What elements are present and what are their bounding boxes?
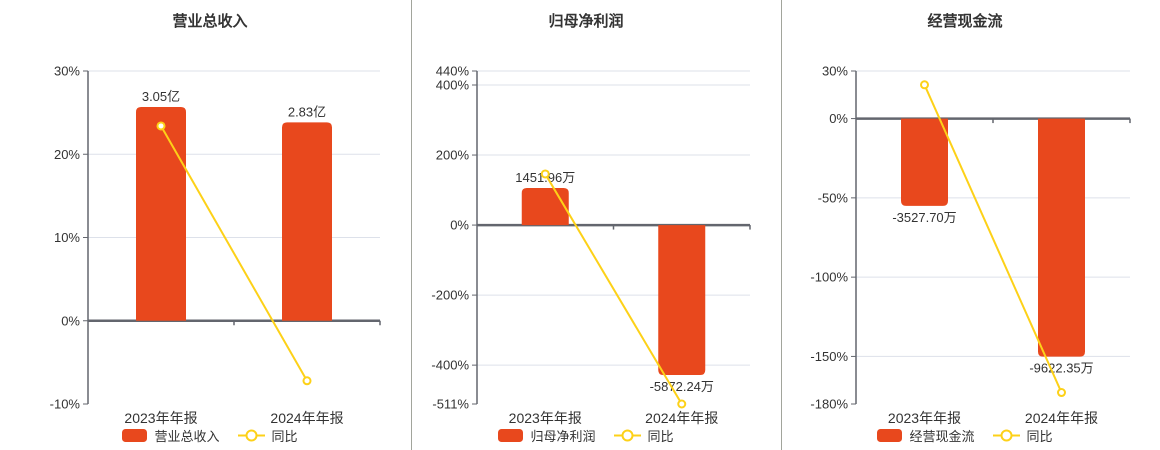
legend-bar-label: 经营现金流 [909, 428, 975, 444]
legend-item-cash-flow-yoy[interactable]: 同比 [992, 426, 1053, 445]
yoy-line [544, 173, 683, 405]
yoy-marker[interactable] [302, 376, 312, 386]
bar-value-label: -3527.70万 [892, 210, 956, 225]
y-tick-label: -50% [818, 190, 849, 205]
y-tick-label: 0% [61, 313, 80, 328]
category-label: 2024年年报 [1025, 410, 1098, 426]
y-tick-label: 440% [436, 64, 470, 79]
bar-2023年年报[interactable] [136, 106, 186, 321]
y-tick-label: 20% [54, 147, 80, 162]
legend-item-net-profit-bar[interactable]: 归母净利润 [498, 426, 596, 445]
bar-series-swatch [877, 428, 903, 442]
legend-item-cash-flow-bar[interactable]: 经营现金流 [877, 426, 975, 445]
category-label: 2023年年报 [888, 410, 961, 426]
bar-value-label: -9622.35万 [1029, 361, 1093, 376]
bar-2023年年报[interactable] [901, 118, 948, 206]
line-series-swatch [237, 429, 265, 441]
y-tick-label: 0% [829, 111, 848, 126]
legend-line-label: 同比 [271, 428, 298, 444]
line-series-swatch [613, 429, 641, 441]
y-tick-label: -511% [432, 397, 469, 412]
panel-title-cash-flow: 经营现金流 [927, 13, 1003, 30]
legend-revenue: 营业总收入 同比 [25, 426, 395, 445]
y-tick-label: -180% [810, 397, 848, 412]
y-tick-label: 30% [822, 64, 848, 79]
bar-value-label: -5872.24万 [650, 379, 714, 394]
bar-series-swatch [122, 428, 148, 442]
y-tick-label: 200% [436, 148, 470, 163]
bar-value-label: 3.05亿 [142, 89, 180, 104]
bar-2023年年报[interactable] [521, 188, 569, 226]
category-label: 2023年年报 [124, 410, 197, 426]
bar-2024年年报[interactable] [1038, 118, 1085, 357]
bar-value-label: 2.83亿 [288, 104, 326, 119]
legend-bar-label: 营业总收入 [154, 428, 220, 444]
yoy-marker[interactable] [156, 121, 166, 131]
bar-series-swatch [498, 428, 524, 442]
panel-title-revenue: 营业总收入 [172, 13, 248, 30]
yoy-line [923, 84, 1063, 393]
category-label: 2024年年报 [645, 410, 718, 426]
y-tick-label: 0% [450, 218, 469, 233]
line-series-swatch [992, 429, 1020, 441]
bar-2024年年报[interactable] [282, 122, 332, 321]
yoy-marker[interactable] [540, 169, 550, 179]
yoy-marker[interactable] [677, 399, 687, 409]
y-tick-label: 10% [54, 230, 80, 245]
legend-item-revenue-yoy[interactable]: 同比 [237, 426, 298, 445]
yoy-marker[interactable] [920, 80, 929, 90]
category-label: 2023年年报 [509, 410, 582, 426]
legend-item-net-profit-yoy[interactable]: 同比 [613, 426, 674, 445]
y-tick-label: -400% [431, 358, 469, 373]
legend-line-label: 同比 [647, 428, 674, 444]
legend-bar-label: 归母净利润 [530, 428, 596, 444]
legend-net-profit: 归母净利润 同比 [401, 426, 771, 445]
legend-item-revenue-bar[interactable]: 营业总收入 [122, 426, 220, 445]
legend-cash-flow: 经营现金流 同比 [780, 426, 1150, 445]
yoy-line [160, 125, 308, 382]
y-tick-label: -100% [810, 270, 848, 285]
bar-2024年年报[interactable] [658, 225, 706, 375]
category-label: 2024年年报 [270, 410, 343, 426]
legend-line-label: 同比 [1026, 428, 1053, 444]
y-tick-label: -200% [431, 288, 469, 303]
y-tick-label: -150% [810, 349, 848, 364]
y-tick-label: 30% [54, 64, 80, 79]
y-tick-label: -10% [50, 397, 81, 412]
panel-title-net-profit: 归母净利润 [548, 13, 624, 30]
yoy-marker[interactable] [1057, 388, 1066, 398]
y-tick-label: 400% [436, 78, 470, 93]
